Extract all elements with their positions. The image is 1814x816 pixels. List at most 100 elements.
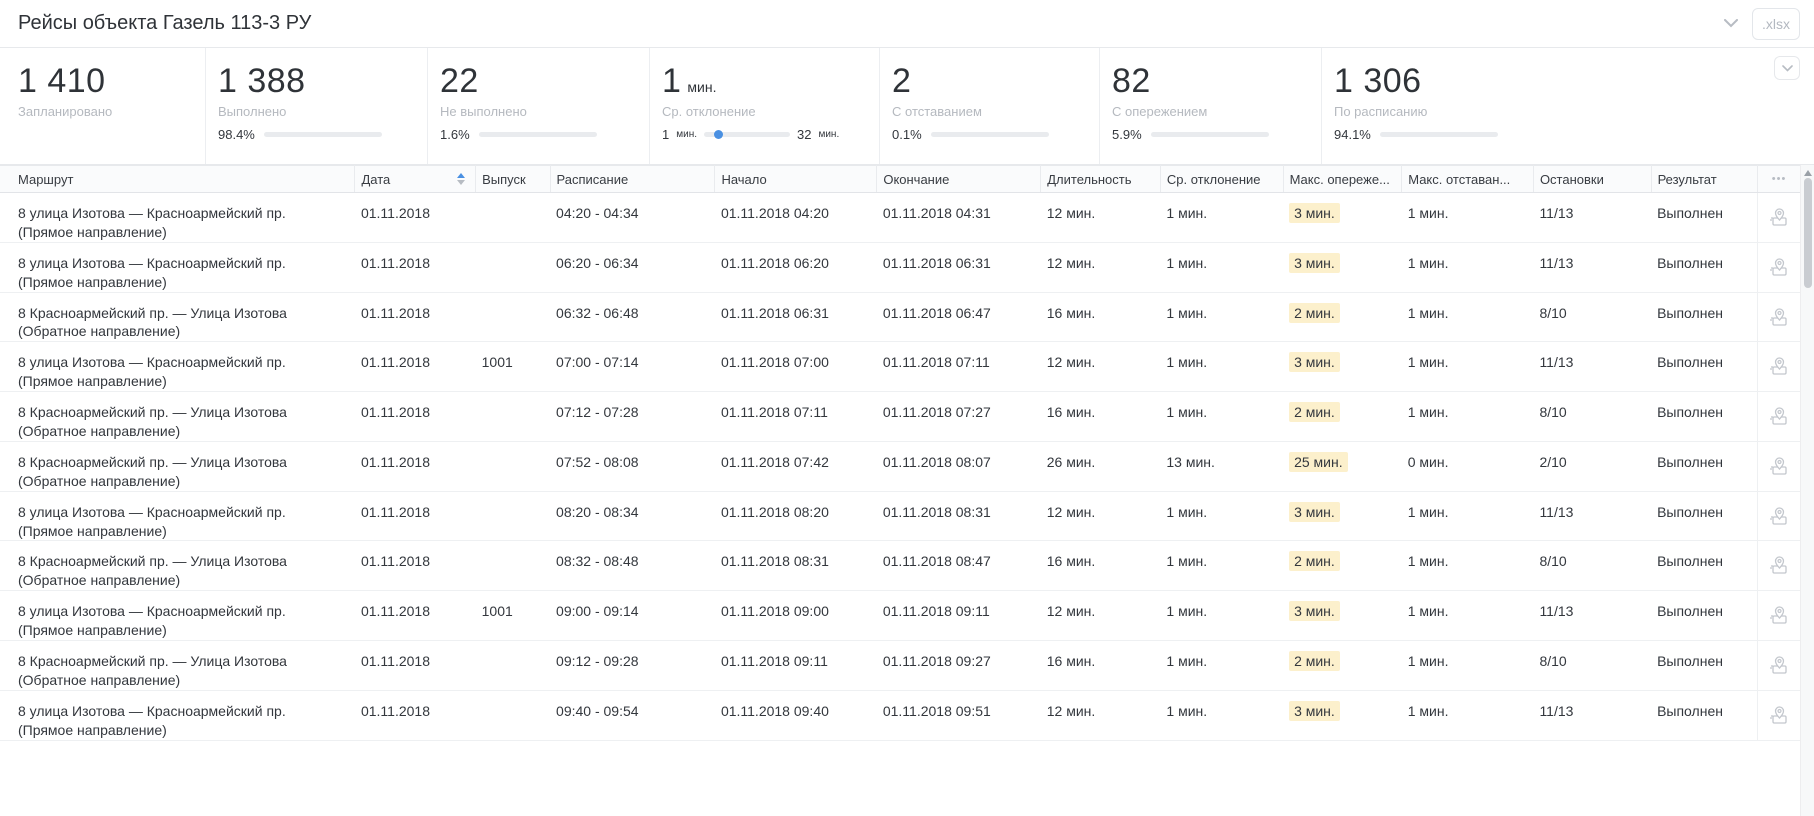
col-header-trip[interactable]: Выпуск	[475, 165, 551, 193]
cell-trip	[475, 640, 551, 691]
export-xlsx-button[interactable]: .xlsx	[1752, 7, 1800, 40]
cell-max-ahead: 2 мин.	[1283, 292, 1402, 343]
cell-duration: 12 мин.	[1040, 690, 1161, 741]
table-row[interactable]: 8 улица Изотова — Красноармейский пр. (П…	[0, 590, 1800, 642]
table-row[interactable]: 8 улица Изотова — Красноармейский пр. (П…	[0, 341, 1800, 393]
stat-value: 2	[892, 62, 912, 100]
cell-route: 8 улица Изотова — Красноармейский пр. (П…	[0, 491, 355, 542]
col-header-route[interactable]: Маршрут	[0, 165, 356, 193]
cell-duration: 16 мин.	[1040, 540, 1161, 592]
cell-stops: 11/13	[1533, 242, 1652, 293]
range-min: 1	[662, 127, 670, 142]
cell-duration: 12 мин.	[1040, 242, 1161, 293]
stat-percent: 1.6%	[440, 127, 470, 142]
vertical-scrollbar[interactable]	[1800, 165, 1814, 816]
col-header-stops[interactable]: Остановки	[1533, 165, 1652, 193]
cell-date: 01.11.2018	[354, 640, 476, 691]
stat-value: 82	[1112, 62, 1151, 100]
show-on-map-button[interactable]	[1757, 292, 1800, 343]
cell-max-behind: 1 мин.	[1401, 341, 1534, 393]
sort-icon[interactable]	[457, 173, 466, 185]
cell-duration: 12 мин.	[1040, 491, 1161, 542]
range-max-unit: мин.	[818, 129, 840, 140]
show-on-map-button[interactable]	[1757, 540, 1800, 592]
stats-collapse-button[interactable]	[1774, 56, 1800, 80]
show-on-map-button[interactable]	[1757, 242, 1800, 293]
cell-end: 01.11.2018 09:11	[876, 590, 1041, 642]
show-on-map-button[interactable]	[1757, 391, 1800, 442]
stat-percent: 5.9%	[1112, 127, 1142, 142]
col-header-max-behind[interactable]: Макс. отставан...	[1401, 165, 1534, 193]
col-header-duration[interactable]: Длительность	[1040, 165, 1161, 193]
col-header-date[interactable]: Дата	[354, 165, 477, 193]
table-row[interactable]: 8 улица Изотова — Красноармейский пр. (П…	[0, 690, 1800, 741]
cell-duration: 16 мин.	[1040, 292, 1161, 343]
cell-stops: 11/13	[1533, 341, 1652, 393]
cell-schedule: 08:20 - 08:34	[550, 491, 715, 542]
show-on-map-button[interactable]	[1757, 640, 1800, 691]
table-row[interactable]: 8 улица Изотова — Красноармейский пр. (П…	[0, 242, 1800, 293]
cell-deviation: 1 мин.	[1160, 540, 1284, 592]
table-row[interactable]: 8 Красноармейский пр. — Улица Изотова (О…	[0, 441, 1800, 492]
cell-deviation: 1 мин.	[1160, 292, 1284, 343]
cell-end: 01.11.2018 08:07	[876, 441, 1041, 492]
table-row[interactable]: 8 улица Изотова — Красноармейский пр. (П…	[0, 491, 1800, 542]
stat-percent: 98.4%	[218, 127, 255, 142]
cell-stops: 11/13	[1533, 690, 1652, 741]
table-row[interactable]: 8 Красноармейский пр. — Улица Изотова (О…	[0, 640, 1800, 691]
table-row[interactable]: 8 Красноармейский пр. — Улица Изотова (О…	[0, 391, 1800, 442]
cell-duration: 26 мин.	[1040, 441, 1161, 492]
show-on-map-button[interactable]	[1757, 441, 1800, 492]
map-pin-icon	[1764, 206, 1794, 228]
cell-max-ahead: 3 мин.	[1283, 341, 1402, 393]
cell-stops: 11/13	[1533, 590, 1652, 642]
chevron-down-icon[interactable]	[1710, 9, 1752, 39]
col-header-max-ahead[interactable]: Макс. опереже...	[1283, 165, 1403, 193]
scroll-up-arrow-icon[interactable]	[1803, 170, 1812, 176]
cell-stops: 2/10	[1533, 441, 1652, 492]
table-row[interactable]: 8 Красноармейский пр. — Улица Изотова (О…	[0, 540, 1800, 592]
stat-label: Запланировано	[18, 104, 113, 119]
show-on-map-button[interactable]	[1757, 491, 1800, 542]
show-on-map-button[interactable]	[1757, 690, 1800, 741]
cell-route: 8 Красноармейский пр. — Улица Изотова (О…	[0, 441, 355, 492]
stat-on-schedule: 1 306 По расписанию 94.1%	[1321, 48, 1814, 164]
col-header-schedule[interactable]: Расписание	[550, 165, 716, 193]
show-on-map-button[interactable]	[1757, 341, 1800, 393]
cell-deviation: 1 мин.	[1160, 192, 1284, 243]
stat-label: По расписанию	[1334, 104, 1428, 119]
col-header-end[interactable]: Окончание	[876, 165, 1042, 193]
cell-max-behind: 1 мин.	[1401, 391, 1534, 442]
cell-result: Выполнен	[1651, 590, 1758, 642]
cell-trip	[475, 491, 551, 542]
cell-end: 01.11.2018 07:11	[876, 341, 1041, 393]
cell-date: 01.11.2018	[354, 292, 476, 343]
col-header-result[interactable]: Результат	[1651, 165, 1759, 193]
scrollbar-thumb[interactable]	[1803, 178, 1812, 288]
table-row[interactable]: 8 улица Изотова — Красноармейский пр. (П…	[0, 192, 1800, 243]
cell-schedule: 08:32 - 08:48	[550, 540, 715, 592]
cell-duration: 12 мин.	[1040, 590, 1161, 642]
columns-menu-icon[interactable]: •••	[1757, 165, 1800, 193]
cell-result: Выполнен	[1651, 491, 1758, 542]
stat-label: Выполнено	[218, 104, 287, 119]
deviation-range: 1 мин. 32 мин.	[662, 127, 869, 142]
stat-label: Не выполнено	[440, 104, 527, 119]
stat-label: Ср. отклонение	[662, 104, 756, 119]
cell-date: 01.11.2018	[354, 192, 476, 243]
cell-duration: 16 мин.	[1040, 640, 1161, 691]
cell-result: Выполнен	[1651, 341, 1758, 393]
show-on-map-button[interactable]	[1757, 192, 1800, 243]
cell-date: 01.11.2018	[354, 441, 476, 492]
cell-date: 01.11.2018	[354, 491, 476, 542]
cell-route: 8 Красноармейский пр. — Улица Изотова (О…	[0, 640, 355, 691]
map-pin-icon	[1764, 554, 1794, 576]
col-header-deviation[interactable]: Ср. отклонение	[1160, 165, 1284, 193]
col-header-start[interactable]: Начало	[714, 165, 878, 193]
cell-end: 01.11.2018 08:31	[876, 491, 1041, 542]
cell-max-ahead: 3 мин.	[1283, 491, 1402, 542]
show-on-map-button[interactable]	[1757, 590, 1800, 642]
cell-max-behind: 1 мин.	[1401, 292, 1534, 343]
cell-max-ahead: 25 мин.	[1283, 441, 1402, 492]
table-row[interactable]: 8 Красноармейский пр. — Улица Изотова (О…	[0, 292, 1800, 343]
